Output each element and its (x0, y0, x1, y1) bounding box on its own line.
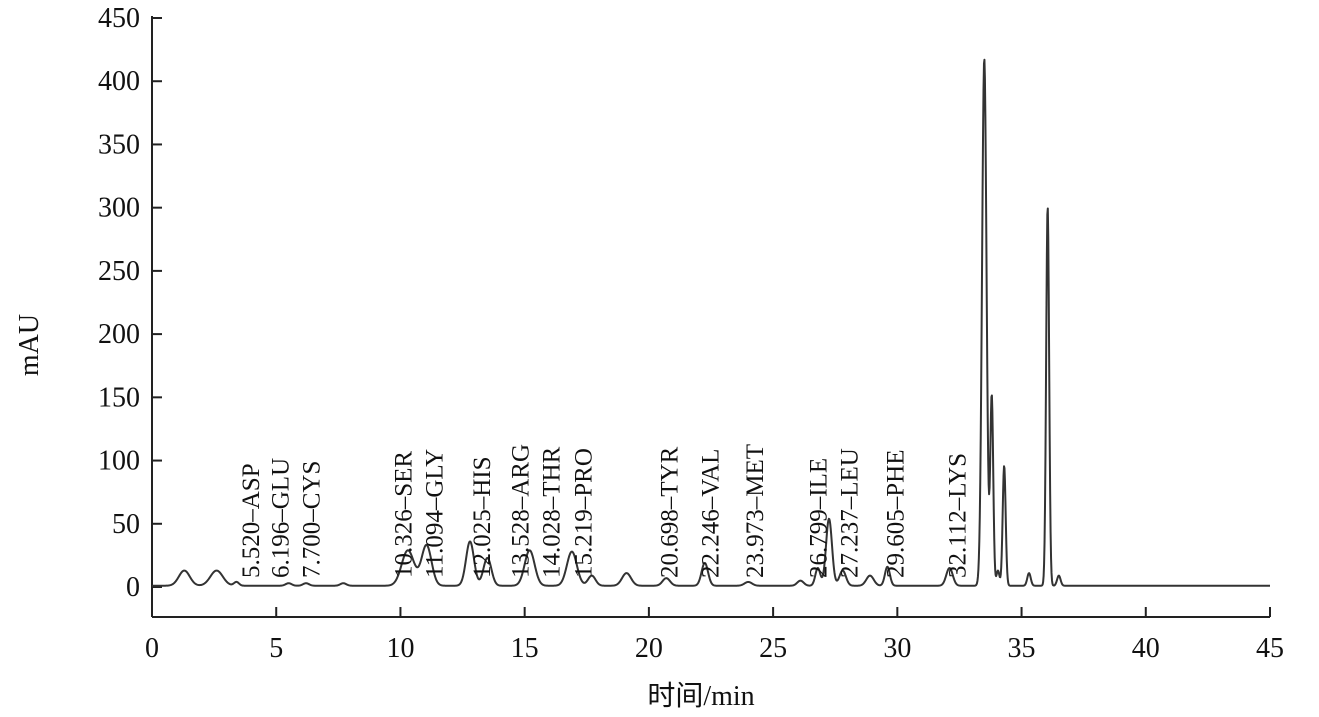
peak-label: 15.219–PRO (571, 448, 598, 578)
peak-label: 26.799–ILE (806, 458, 833, 578)
peak-labels: 5.520–ASP 6.196–GLU 7.700–CYS 10.326–SER 11.… (238, 444, 972, 578)
y-tick-label: 100 (98, 446, 140, 477)
x-tick-label: 20 (635, 633, 663, 664)
peak-label: 32.112–LYS (945, 453, 972, 578)
y-tick-label: 300 (98, 193, 140, 224)
axes (151, 16, 1270, 618)
peak-label: 12.025–HIS (469, 456, 496, 578)
y-tick-label: 400 (98, 66, 140, 97)
peak-label: 5.520–ASP (238, 463, 265, 578)
peak-label: 20.698–TYR (656, 446, 683, 578)
peak-label: 11.094–GLY (422, 449, 449, 578)
y-tick-label: 200 (98, 319, 140, 350)
trace-group (151, 58, 1271, 587)
ticks: 0 50 100 150 200 250 300 350 400 450 0 5 10 15 20 25 30 3… (98, 3, 1284, 664)
x-tick-label: 5 (269, 633, 283, 664)
y-axis-title: mAU (14, 314, 45, 376)
peak-label: 23.973–MET (742, 444, 769, 578)
x-tick-label: 15 (511, 633, 539, 664)
x-tick-label: 45 (1256, 633, 1284, 664)
peak-label: 10.326–SER (391, 451, 418, 578)
peak-label: 6.196–GLU (268, 458, 295, 578)
peak-label: 22.246–VAL (697, 449, 724, 578)
y-tick-label: 250 (98, 256, 140, 287)
x-axis-title: 时间/min (647, 680, 754, 712)
y-tick-label: 450 (98, 3, 140, 34)
chromatogram-trace (151, 58, 1271, 587)
x-tick-label: 30 (883, 633, 911, 664)
x-tick-label: 40 (1132, 633, 1160, 664)
x-tick-label: 35 (1008, 633, 1036, 664)
peak-label: 13.528–ARG (507, 444, 534, 578)
x-tick-label: 0 (145, 633, 159, 664)
x-tick-label: 25 (759, 633, 787, 664)
peak-label: 27.237–LEU (837, 448, 864, 578)
y-tick-label: 50 (112, 509, 140, 540)
y-tick-label: 350 (98, 129, 140, 160)
peak-label: 29.605–PHE (883, 450, 910, 578)
peak-label: 7.700–CYS (299, 461, 326, 578)
y-tick-label: 0 (126, 572, 140, 603)
y-tick-label: 150 (98, 382, 140, 413)
x-tick-label: 10 (386, 633, 414, 664)
peak-label: 14.028–THR (538, 446, 565, 578)
